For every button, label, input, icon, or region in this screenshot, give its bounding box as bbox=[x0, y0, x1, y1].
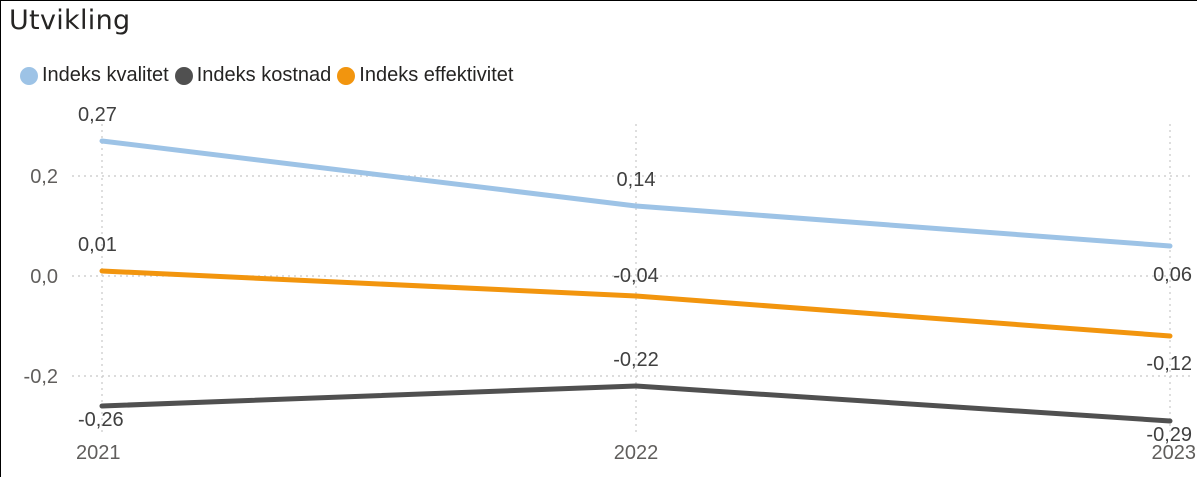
chart-title: Utvikling bbox=[9, 5, 131, 36]
legend-item-kvalitet[interactable]: Indeks kvalitet bbox=[20, 64, 169, 87]
data-label-effektivitet: -0,12 bbox=[1146, 353, 1192, 375]
chart-legend: Indeks kvalitet Indeks kostnad Indeks ef… bbox=[20, 64, 519, 87]
data-label-kvalitet: 0,06 bbox=[1153, 264, 1192, 286]
data-label-effektivitet: -0,04 bbox=[613, 265, 659, 287]
x-tick-label: 2021 bbox=[76, 442, 121, 464]
x-tick-label: 2022 bbox=[614, 442, 659, 464]
data-label-effektivitet: 0,01 bbox=[78, 234, 117, 256]
data-label-kvalitet: 0,14 bbox=[617, 169, 656, 191]
data-label-kostnad: -0,26 bbox=[78, 409, 124, 431]
data-label-kvalitet: 0,27 bbox=[78, 104, 117, 126]
series-line-kostnad bbox=[99, 383, 1173, 424]
series-line-effektivitet bbox=[99, 268, 1173, 339]
y-tick-label: 0,0 bbox=[30, 266, 58, 288]
legend-label-kvalitet: Indeks kvalitet bbox=[42, 64, 169, 86]
legend-marker-effektivitet bbox=[337, 66, 356, 85]
legend-marker-kvalitet bbox=[20, 66, 38, 85]
legend-label-effektivitet: Indeks effektivitet bbox=[359, 64, 514, 86]
y-tick-label: 0,2 bbox=[30, 166, 58, 188]
y-tick-label: -0,2 bbox=[24, 366, 58, 388]
legend-item-effektivitet[interactable]: Indeks effektivitet bbox=[337, 64, 513, 87]
x-tick-label: 2023 bbox=[1152, 442, 1197, 464]
legend-marker-kostnad bbox=[174, 66, 193, 85]
legend-item-kostnad[interactable]: Indeks kostnad bbox=[174, 64, 332, 87]
data-label-kostnad: -0,22 bbox=[613, 349, 659, 371]
series-line-kvalitet bbox=[99, 138, 1173, 249]
legend-label-kostnad: Indeks kostnad bbox=[196, 64, 332, 86]
data-label-kostnad: -0,29 bbox=[1146, 424, 1192, 446]
